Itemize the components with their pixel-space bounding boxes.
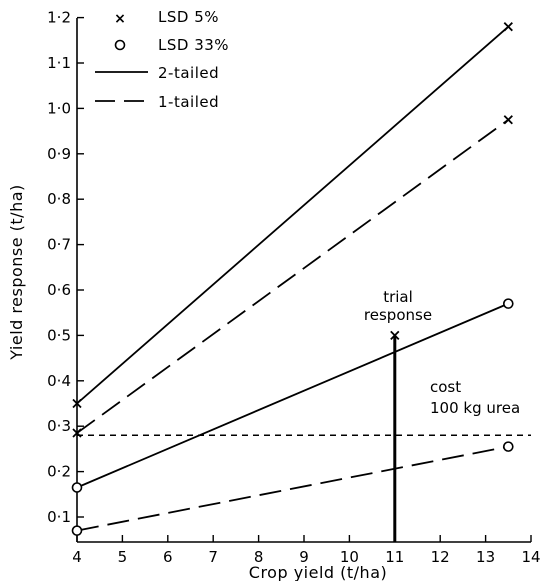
marker-stroke <box>503 22 513 32</box>
y-axis-ticks: 0·1 0·2 0·3 0·4 0·5 0·6 0·7 0·8 0·9 1·0 1·1 1·2 <box>47 9 84 526</box>
o-marker <box>502 298 514 309</box>
series-3 <box>71 298 514 493</box>
x-marker <box>503 22 513 32</box>
cost-label-line2: 100 kg urea <box>430 399 520 417</box>
y-tick-label: 0·8 <box>47 190 71 208</box>
x-tick-label: 7 <box>208 548 218 566</box>
o-marker <box>71 482 83 493</box>
marker-stroke <box>390 330 400 341</box>
y-tick-label: 0·9 <box>47 145 71 163</box>
axes <box>76 18 531 543</box>
x-marker <box>72 428 82 438</box>
trial-label-line1: trial <box>383 288 413 306</box>
cost-label-line1: cost <box>430 378 461 396</box>
series-group <box>71 22 514 536</box>
marker-stroke <box>503 115 513 125</box>
y-tick-label: 1·1 <box>47 54 71 72</box>
x-marker <box>503 115 513 125</box>
legend-label: LSD 5% <box>158 8 219 26</box>
legend-entry: LSD 33% <box>114 36 229 54</box>
series-2 <box>72 115 513 438</box>
y-tick-label: 0·2 <box>47 463 71 481</box>
series-1 <box>72 22 513 409</box>
legend-label: 1-tailed <box>158 93 219 111</box>
legend-x-symbol: × <box>114 11 126 27</box>
y-tick-label: 0·6 <box>47 281 71 299</box>
x-tick-label: 11 <box>385 548 404 566</box>
marker-stroke <box>72 398 82 409</box>
x-axis-label: Crop yield (t/ha) <box>249 563 387 581</box>
series-line <box>76 445 509 532</box>
y-tick-label: 0·4 <box>47 372 71 390</box>
legend: × LSD 5% LSD 33% 2-tailed 1-tailed <box>95 8 229 111</box>
y-axis-label: Yield response (t/ha) <box>7 184 26 361</box>
x-tick-label: 9 <box>299 548 309 566</box>
legend-o-symbol <box>114 39 126 51</box>
o-marker <box>502 441 514 452</box>
legend-entry: 1-tailed <box>95 93 219 111</box>
x-tick-label: 12 <box>431 548 450 566</box>
y-tick-label: 0·1 <box>47 508 71 526</box>
x-tick-label: 5 <box>118 548 128 566</box>
y-tick-label: 1·2 <box>47 9 71 27</box>
legend-entry: × LSD 5% <box>114 8 219 27</box>
y-tick-label: 1·0 <box>47 99 71 117</box>
trial-response-group <box>390 330 400 542</box>
series-line <box>76 302 509 489</box>
o-marker <box>71 525 83 536</box>
series-line <box>76 26 509 405</box>
y-tick-label: 0·7 <box>47 236 71 254</box>
trial-response-marker <box>390 330 400 341</box>
legend-label: 2-tailed <box>158 64 219 82</box>
y-tick-label: 0·3 <box>47 417 71 435</box>
x-tick-label: 13 <box>476 548 495 566</box>
x-marker <box>72 398 82 409</box>
series-4 <box>71 441 514 536</box>
x-tick-label: 10 <box>340 548 359 566</box>
legend-entry: 2-tailed <box>95 64 219 82</box>
x-axis-ticks: 4 5 6 7 8 9 10 11 12 13 14 <box>72 535 541 566</box>
marker-stroke <box>72 428 82 438</box>
x-tick-label: 14 <box>521 548 540 566</box>
x-tick-label: 8 <box>254 548 264 566</box>
x-tick-label: 6 <box>163 548 173 566</box>
x-tick-label: 4 <box>72 548 82 566</box>
series-line <box>76 119 509 434</box>
trial-label-line2: response <box>364 306 432 324</box>
legend-label: LSD 33% <box>158 36 229 54</box>
y-tick-label: 0·5 <box>47 326 71 344</box>
